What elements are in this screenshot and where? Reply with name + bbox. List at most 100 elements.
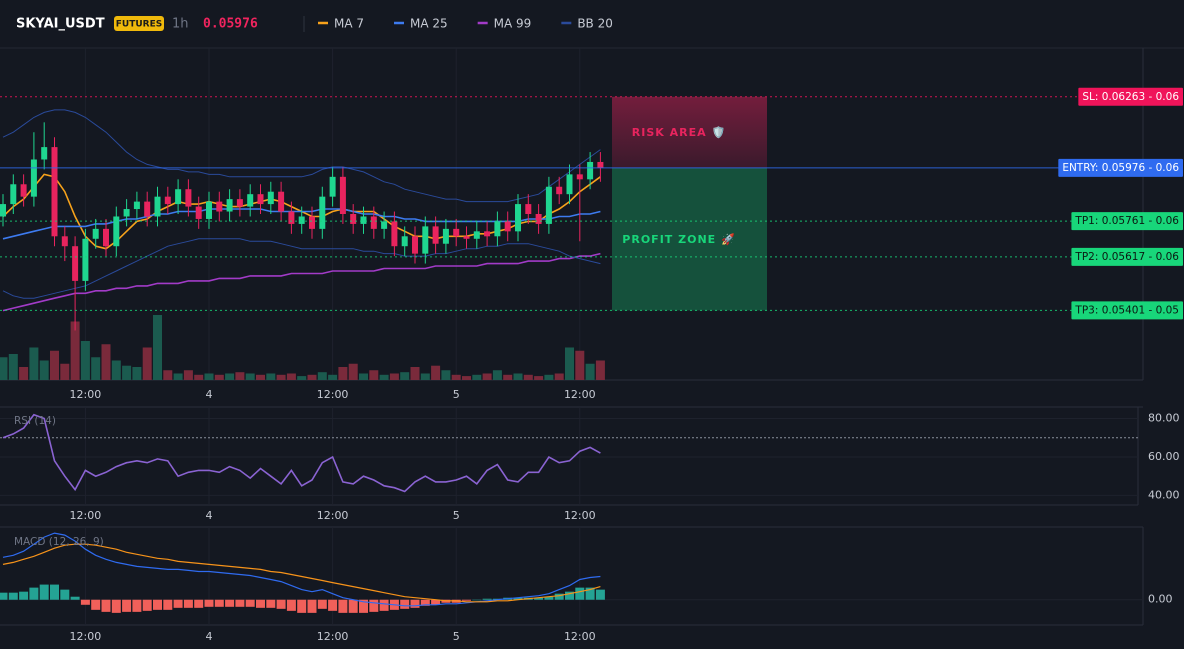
volume-bar (183, 370, 193, 380)
histogram-bar (575, 587, 585, 600)
x-tick-label: 12:00 (564, 388, 596, 401)
volume-bar (19, 367, 29, 380)
level-label-bg (1071, 247, 1183, 266)
histogram-bar (132, 599, 142, 612)
volume-bar (482, 373, 492, 380)
histogram-bar (534, 597, 544, 600)
candle-body (484, 231, 491, 237)
x-tick-label: 12:00 (317, 630, 349, 643)
candle-body (494, 221, 501, 237)
candle-body (442, 228, 449, 244)
histogram-bar (142, 599, 152, 611)
candle-body (463, 236, 470, 239)
histogram-bar (544, 596, 554, 600)
volume-bar (245, 373, 255, 380)
volume-bar (575, 350, 585, 380)
volume-bar (410, 367, 420, 380)
volume-bar (379, 374, 389, 380)
level-label-bg (1071, 212, 1183, 231)
histogram-bar (111, 599, 121, 613)
candle-body (288, 211, 295, 224)
volume-bar (8, 354, 18, 380)
candle-body (473, 231, 480, 239)
histogram-bar (60, 589, 70, 600)
histogram-bar (70, 596, 80, 600)
y-tick-label: 0.00 (1148, 593, 1173, 606)
histogram-bar (153, 599, 162, 610)
histogram-bar (173, 599, 183, 608)
histogram-bar (338, 599, 348, 613)
candle-body (339, 176, 346, 214)
candle-body (545, 186, 552, 224)
indicator-line (2, 252, 601, 312)
x-tick-label: 5 (453, 630, 460, 643)
candle-body (82, 238, 89, 281)
volume-bar (554, 373, 564, 380)
histogram-bar (183, 599, 193, 608)
volume-bar (317, 372, 327, 380)
candle-body (432, 226, 439, 244)
histogram-bar (204, 599, 214, 607)
zone (612, 167, 767, 311)
level-label: ENTRY: 0.05976 - 0.06 (1062, 162, 1179, 174)
histogram-bar (348, 599, 358, 613)
legend-label: MA 25 (410, 17, 448, 31)
volume-bar (194, 374, 204, 380)
volume-bar (235, 372, 245, 380)
x-tick-label: 4 (206, 509, 213, 522)
histogram-bar (317, 599, 327, 609)
candle-body (360, 216, 367, 224)
macd-line (2, 532, 601, 607)
candle-body (0, 204, 6, 217)
level-label: TP1: 0.05761 - 0.06 (1074, 215, 1179, 227)
volume-bar (101, 344, 111, 380)
histogram-bar (235, 599, 245, 607)
x-tick-label: 12:00 (564, 630, 596, 643)
candle-body (309, 216, 315, 229)
volume-bar (70, 321, 80, 380)
y-tick-label: 80.00 (1148, 412, 1180, 425)
histogram-bar (307, 599, 317, 613)
histogram-bar (39, 584, 49, 600)
candle-body (133, 201, 140, 210)
histogram-bar (513, 597, 523, 600)
badge: FUTURES (116, 20, 162, 30)
candle-body (61, 236, 68, 247)
volume-bar (431, 365, 441, 380)
volume-bar (338, 367, 348, 380)
histogram-bar (214, 599, 224, 607)
volume-bar (523, 374, 533, 380)
histogram-bar (297, 599, 307, 613)
x-tick-label: 5 (453, 509, 460, 522)
volume-bar (359, 373, 368, 380)
x-tick-label: 12:00 (70, 388, 102, 401)
candle-body (556, 186, 563, 195)
histogram-bar (0, 592, 8, 600)
histogram-bar (194, 599, 204, 608)
zone-label: PROFIT ZONE 🚀 (622, 233, 735, 246)
candle-body (216, 201, 223, 212)
interval: 1h (172, 17, 189, 32)
candle-body (20, 184, 27, 197)
candle-body (525, 204, 532, 214)
volume-bar (513, 373, 523, 380)
candle-body (278, 191, 285, 212)
histogram-bar (101, 599, 111, 612)
volume-bar (91, 357, 101, 380)
volume-bar (595, 360, 605, 380)
candle-body (535, 214, 542, 224)
candle-body (370, 216, 377, 229)
legend-label: BB 20 (577, 17, 613, 31)
volume-bar (173, 373, 183, 380)
volume-bar (142, 347, 152, 380)
volume-bar (29, 347, 39, 380)
volume-bar (225, 373, 235, 380)
volume-bar (276, 374, 286, 380)
histogram-bar (276, 599, 286, 609)
candle-body (103, 228, 109, 247)
histogram-bar (266, 599, 276, 608)
histogram-bar (585, 587, 595, 600)
volume-bar (80, 341, 90, 380)
x-tick-label: 4 (206, 630, 213, 643)
histogram-bar (472, 599, 482, 601)
